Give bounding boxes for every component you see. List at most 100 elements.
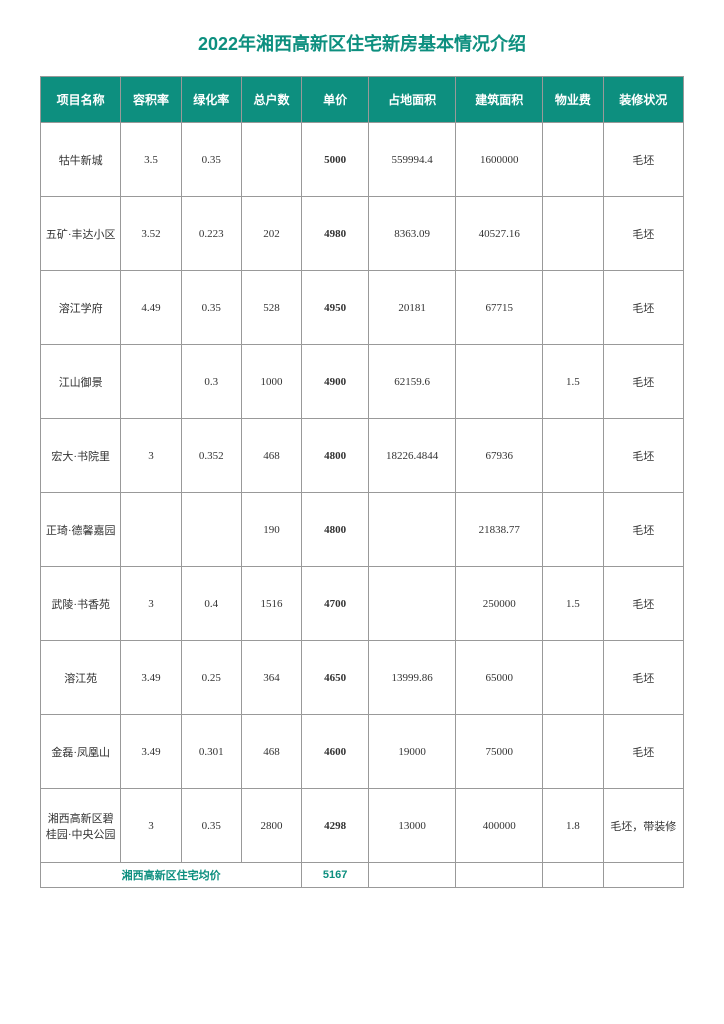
cell-r8-c4: 4600 <box>302 715 369 789</box>
cell-r1-c5: 8363.09 <box>369 197 456 271</box>
table-row: 武陵·书香苑30.4151647002500001.5毛坯 <box>41 567 684 641</box>
cell-r4-c7 <box>543 419 603 493</box>
cell-r5-c7 <box>543 493 603 567</box>
cell-r2-c1: 4.49 <box>121 271 181 345</box>
cell-r8-c3: 468 <box>241 715 301 789</box>
table-header: 项目名称容积率绿化率总户数单价占地面积建筑面积物业费装修状况 <box>41 77 684 123</box>
cell-r3-c4: 4900 <box>302 345 369 419</box>
cell-r0-c8: 毛坯 <box>603 123 683 197</box>
cell-r2-c7 <box>543 271 603 345</box>
cell-r3-c3: 1000 <box>241 345 301 419</box>
table-row: 正琦·德馨嘉园190480021838.77毛坯 <box>41 493 684 567</box>
cell-r2-c0: 溶江学府 <box>41 271 121 345</box>
col-header-3: 总户数 <box>241 77 301 123</box>
cell-r9-c0: 湘西高新区碧桂园·中央公园 <box>41 789 121 863</box>
footer-empty <box>603 863 683 888</box>
cell-r4-c3: 468 <box>241 419 301 493</box>
cell-r2-c5: 20181 <box>369 271 456 345</box>
cell-r9-c4: 4298 <box>302 789 369 863</box>
cell-r7-c0: 溶江苑 <box>41 641 121 715</box>
cell-r3-c2: 0.3 <box>181 345 241 419</box>
cell-r0-c3 <box>241 123 301 197</box>
cell-r7-c1: 3.49 <box>121 641 181 715</box>
cell-r7-c7 <box>543 641 603 715</box>
footer-empty <box>543 863 603 888</box>
col-header-5: 占地面积 <box>369 77 456 123</box>
cell-r2-c4: 4950 <box>302 271 369 345</box>
cell-r2-c8: 毛坯 <box>603 271 683 345</box>
cell-r6-c7: 1.5 <box>543 567 603 641</box>
footer-empty <box>369 863 456 888</box>
col-header-8: 装修状况 <box>603 77 683 123</box>
cell-r0-c0: 牯牛新城 <box>41 123 121 197</box>
cell-r6-c6: 250000 <box>456 567 543 641</box>
cell-r9-c3: 2800 <box>241 789 301 863</box>
cell-r1-c7 <box>543 197 603 271</box>
table-row: 牯牛新城3.50.35 5000559994.41600000 毛坯 <box>41 123 684 197</box>
cell-r4-c6: 67936 <box>456 419 543 493</box>
cell-r8-c1: 3.49 <box>121 715 181 789</box>
cell-r0-c5: 559994.4 <box>369 123 456 197</box>
footer-row: 湘西高新区住宅均价 5167 <box>41 863 684 888</box>
table-row: 溶江苑3.490.25364465013999.8665000毛坯 <box>41 641 684 715</box>
col-header-0: 项目名称 <box>41 77 121 123</box>
table-row: 湘西高新区碧桂园·中央公园30.3528004298130004000001.8… <box>41 789 684 863</box>
col-header-2: 绿化率 <box>181 77 241 123</box>
cell-r5-c3: 190 <box>241 493 301 567</box>
cell-r2-c2: 0.35 <box>181 271 241 345</box>
cell-r3-c0: 江山御景 <box>41 345 121 419</box>
cell-r3-c1 <box>121 345 181 419</box>
cell-r0-c6: 1600000 <box>456 123 543 197</box>
table-row: 宏大·书院里30.352468480018226.484467936毛坯 <box>41 419 684 493</box>
cell-r3-c8: 毛坯 <box>603 345 683 419</box>
cell-r5-c1 <box>121 493 181 567</box>
cell-r6-c1: 3 <box>121 567 181 641</box>
cell-r8-c7 <box>543 715 603 789</box>
cell-r7-c3: 364 <box>241 641 301 715</box>
footer-avg: 5167 <box>302 863 369 888</box>
cell-r8-c0: 金磊·凤凰山 <box>41 715 121 789</box>
cell-r9-c5: 13000 <box>369 789 456 863</box>
cell-r9-c1: 3 <box>121 789 181 863</box>
cell-r2-c6: 67715 <box>456 271 543 345</box>
cell-r7-c2: 0.25 <box>181 641 241 715</box>
cell-r0-c4: 5000 <box>302 123 369 197</box>
cell-r6-c4: 4700 <box>302 567 369 641</box>
cell-r1-c4: 4980 <box>302 197 369 271</box>
table-row: 溶江学府4.490.3552849502018167715毛坯 <box>41 271 684 345</box>
col-header-1: 容积率 <box>121 77 181 123</box>
cell-r9-c2: 0.35 <box>181 789 241 863</box>
cell-r8-c5: 19000 <box>369 715 456 789</box>
cell-r5-c4: 4800 <box>302 493 369 567</box>
cell-r5-c2 <box>181 493 241 567</box>
cell-r1-c0: 五矿·丰达小区 <box>41 197 121 271</box>
cell-r1-c6: 40527.16 <box>456 197 543 271</box>
cell-r5-c6: 21838.77 <box>456 493 543 567</box>
table-row: 江山御景0.31000490062159.61.5毛坯 <box>41 345 684 419</box>
col-header-6: 建筑面积 <box>456 77 543 123</box>
cell-r8-c6: 75000 <box>456 715 543 789</box>
cell-r1-c3: 202 <box>241 197 301 271</box>
cell-r5-c0: 正琦·德馨嘉园 <box>41 493 121 567</box>
cell-r7-c5: 13999.86 <box>369 641 456 715</box>
table-row: 五矿·丰达小区3.520.22320249808363.0940527.16毛坯 <box>41 197 684 271</box>
page-title: 2022年湘西高新区住宅新房基本情况介绍 <box>40 30 684 56</box>
cell-r0-c2: 0.35 <box>181 123 241 197</box>
cell-r4-c1: 3 <box>121 419 181 493</box>
cell-r1-c1: 3.52 <box>121 197 181 271</box>
cell-r4-c8: 毛坯 <box>603 419 683 493</box>
cell-r1-c2: 0.223 <box>181 197 241 271</box>
cell-r6-c0: 武陵·书香苑 <box>41 567 121 641</box>
cell-r0-c7 <box>543 123 603 197</box>
cell-r7-c8: 毛坯 <box>603 641 683 715</box>
cell-r6-c3: 1516 <box>241 567 301 641</box>
cell-r6-c2: 0.4 <box>181 567 241 641</box>
cell-r0-c1: 3.5 <box>121 123 181 197</box>
cell-r3-c7: 1.5 <box>543 345 603 419</box>
cell-r8-c2: 0.301 <box>181 715 241 789</box>
cell-r4-c2: 0.352 <box>181 419 241 493</box>
cell-r7-c4: 4650 <box>302 641 369 715</box>
cell-r4-c0: 宏大·书院里 <box>41 419 121 493</box>
cell-r9-c6: 400000 <box>456 789 543 863</box>
col-header-4: 单价 <box>302 77 369 123</box>
